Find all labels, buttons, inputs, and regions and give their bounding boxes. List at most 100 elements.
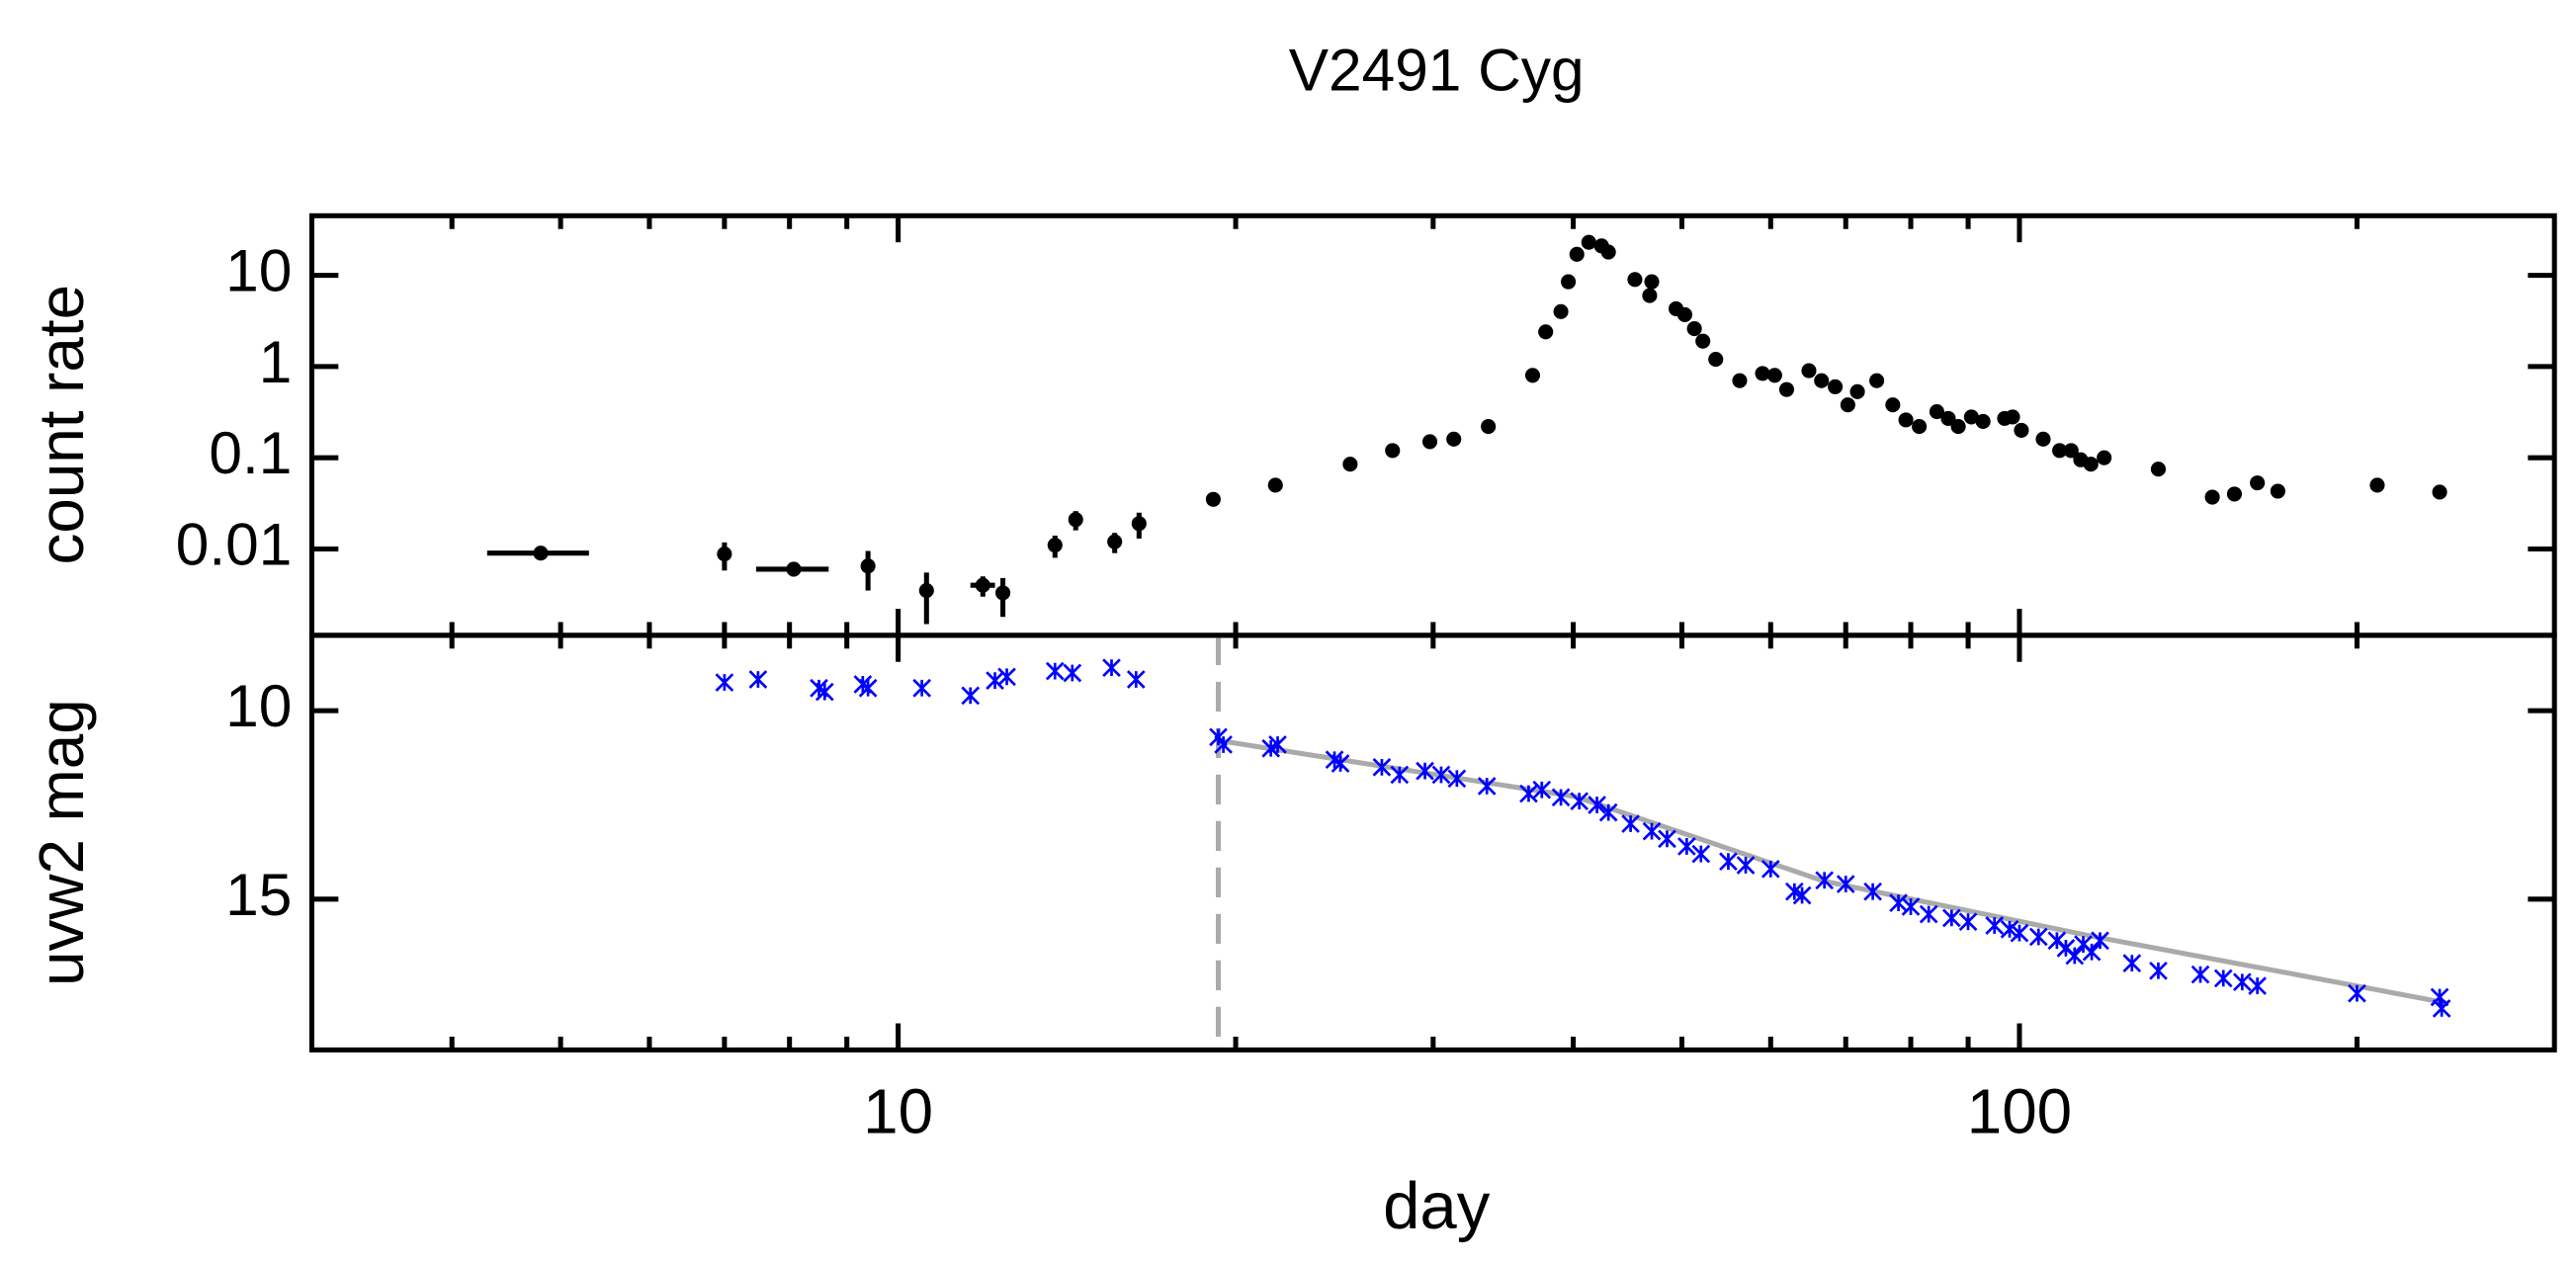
- data-point: [2052, 443, 2068, 459]
- y-tick-label: 15: [225, 861, 292, 928]
- data-point: [1836, 875, 1855, 893]
- data-point: [1677, 837, 1696, 856]
- plot-frame: [308, 632, 2557, 1053]
- y-tick-label: 10: [225, 672, 292, 739]
- data-point: [1107, 534, 1123, 549]
- data-point: [858, 678, 878, 698]
- data-point: [912, 678, 931, 698]
- data-point: [1600, 244, 1616, 260]
- data-point: [1985, 916, 2005, 935]
- data-point: [1538, 324, 1554, 340]
- data-point: [1416, 761, 1434, 781]
- data-point: [1889, 893, 1908, 912]
- fit-line: [1218, 737, 2448, 1006]
- data-point: [1447, 769, 1467, 789]
- data-point: [1778, 381, 1795, 397]
- data-point: [1385, 443, 1401, 459]
- data-point: [1814, 373, 1830, 388]
- data-point: [2000, 919, 2019, 939]
- data-point: [1063, 663, 1082, 683]
- data-point: [2028, 927, 2048, 947]
- data-point: [1815, 871, 1835, 890]
- data-point: [1642, 288, 1658, 303]
- data-point: [1958, 912, 1978, 932]
- data-point: [1963, 409, 1979, 425]
- data-point: [1912, 419, 1928, 435]
- data-point: [1481, 419, 1497, 435]
- data-point: [1421, 434, 1438, 450]
- data-point: [1551, 788, 1571, 807]
- plot-frame: [308, 212, 2557, 638]
- data-point: [2270, 483, 2285, 499]
- data-point: [1068, 512, 1083, 528]
- data-point: [1446, 431, 1462, 447]
- data-point: [961, 686, 981, 706]
- data-point: [1686, 321, 1702, 337]
- data-point: [1045, 661, 1065, 681]
- data-point: [815, 682, 834, 702]
- data-point: [1869, 373, 1885, 388]
- data-point: [1131, 516, 1147, 532]
- data-point: [1940, 410, 1956, 426]
- y-tick-label: 0.01: [176, 510, 293, 577]
- data-point: [1561, 274, 1577, 290]
- data-point: [975, 577, 990, 593]
- data-point: [1840, 397, 1855, 413]
- data-point: [1760, 859, 1780, 879]
- data-point: [2005, 409, 2020, 425]
- data-point: [1676, 306, 1692, 322]
- data-point: [2065, 946, 2085, 966]
- y-tick-label: 10: [225, 237, 292, 304]
- data-point: [2250, 475, 2266, 491]
- data-point: [2248, 976, 2267, 995]
- data-point: [2010, 923, 2029, 943]
- data-point: [1431, 765, 1451, 785]
- data-point: [1342, 457, 1358, 472]
- data-point: [1569, 246, 1585, 262]
- data-point: [533, 546, 549, 561]
- data-point: [786, 561, 802, 577]
- y-tick-label: 0.1: [209, 419, 292, 486]
- data-point: [1553, 303, 1569, 319]
- data-point: [1942, 908, 1961, 928]
- data-point: [1214, 735, 1233, 754]
- data-point: [1708, 352, 1724, 368]
- data-point: [2232, 972, 2252, 992]
- data-point: [717, 547, 732, 562]
- data-point: [2204, 489, 2220, 505]
- data-point: [1901, 897, 1921, 916]
- x-tick-label: 100: [1967, 1075, 2072, 1146]
- data-point: [860, 558, 876, 574]
- data-point: [2369, 477, 2385, 493]
- data-point: [1658, 829, 1676, 849]
- data-point: [1644, 274, 1660, 290]
- data-point: [1524, 368, 1541, 383]
- data-point: [1732, 373, 1748, 388]
- data-point: [2097, 450, 2112, 465]
- data-point: [1695, 333, 1711, 349]
- data-point: [1372, 757, 1392, 777]
- data-point: [1929, 404, 1944, 420]
- data-point: [1126, 670, 1146, 689]
- data-point: [2083, 457, 2099, 472]
- data-point: [918, 582, 934, 599]
- data-point: [1950, 419, 1966, 435]
- x-tick-label: 10: [863, 1075, 933, 1146]
- data-point: [1598, 802, 1618, 822]
- y-tick-label: 1: [259, 328, 293, 395]
- data-point: [1205, 491, 1221, 507]
- data-point: [1736, 856, 1756, 875]
- data-point: [2091, 931, 2109, 951]
- data-point: [1975, 413, 1991, 430]
- data-point: [1766, 368, 1782, 383]
- data-point: [1477, 777, 1497, 796]
- data-point: [748, 670, 768, 689]
- data-point: [2226, 486, 2243, 502]
- data-point: [1268, 735, 1287, 754]
- y-axis-label: count rate: [26, 285, 97, 565]
- data-point: [1390, 765, 1410, 785]
- data-point: [2213, 969, 2233, 988]
- data-point: [1519, 784, 1538, 803]
